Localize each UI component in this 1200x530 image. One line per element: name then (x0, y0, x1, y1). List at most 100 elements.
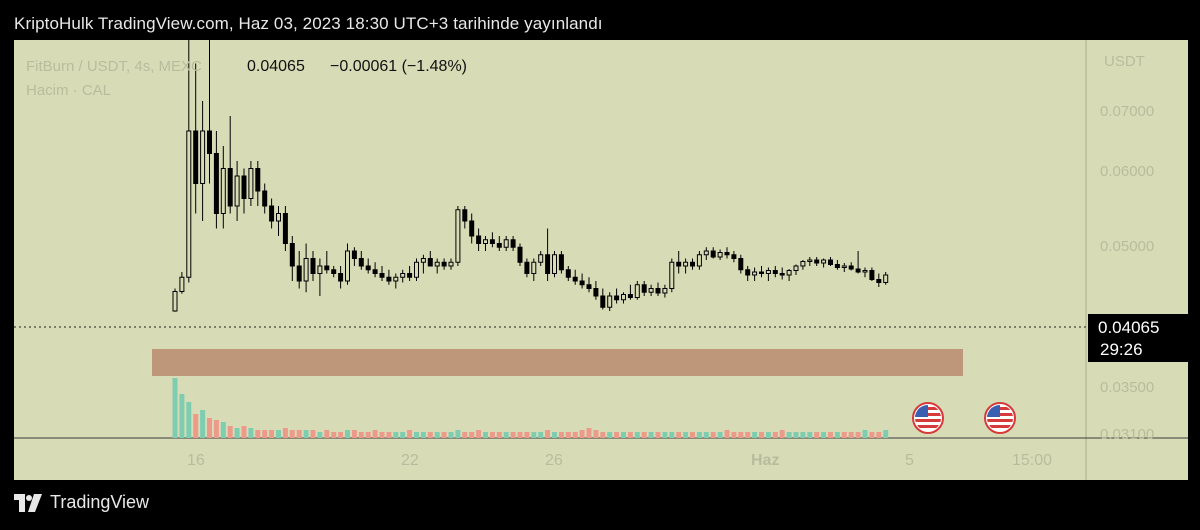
candle-body (248, 168, 254, 199)
volume-bar (621, 432, 626, 438)
candle-body (745, 269, 751, 276)
candle-body (662, 288, 668, 294)
candle-body (779, 273, 785, 276)
candle-body (193, 130, 199, 184)
tradingview-brand[interactable]: TradingView (14, 492, 149, 513)
candle-body (862, 270, 868, 273)
us-flag-icon[interactable] (912, 402, 944, 434)
volume-bar (455, 430, 461, 438)
volume-bar (469, 432, 475, 438)
legend-indicator: Hacim · CAL (26, 82, 111, 99)
candle-body (455, 209, 461, 263)
chart-canvas[interactable]: FitBurn / USDT, 4s, MEXC 0.04065 −0.0006… (14, 40, 1188, 480)
candle-body (379, 273, 385, 278)
candle-body (345, 250, 350, 282)
chart-panel[interactable]: FitBurn / USDT, 4s, MEXC 0.04065 −0.0006… (14, 40, 1188, 480)
candle-body (483, 239, 488, 244)
candle-body (393, 276, 399, 282)
volume-bar (703, 432, 709, 438)
candle-body (531, 261, 537, 274)
price-tick: 0.06000 (1100, 163, 1154, 180)
volume-bar (172, 378, 178, 438)
candle-body (179, 276, 185, 292)
candle-body (282, 213, 288, 244)
volume-bar (241, 426, 247, 438)
candle-body (469, 220, 475, 237)
volume-bar (496, 432, 502, 438)
volume-bar (814, 432, 820, 438)
volume-bar (800, 432, 806, 438)
volume-bar (324, 430, 330, 438)
candle-body (724, 252, 730, 256)
candle-body (365, 265, 371, 271)
candle-body (772, 270, 778, 274)
volume-bar (379, 432, 385, 438)
candle-body (848, 265, 854, 270)
candle-body (634, 284, 640, 298)
volume-bar (269, 430, 275, 438)
volume-bar (545, 430, 551, 438)
candle-body (400, 273, 406, 278)
price-tick: 0.07000 (1100, 103, 1154, 120)
volume-bar (848, 432, 854, 438)
candle-body (855, 268, 861, 273)
volume-bar (538, 432, 544, 438)
candle-body (545, 254, 551, 274)
volume-bar (503, 432, 509, 438)
candle-body (586, 284, 592, 289)
volume-bar (524, 432, 530, 438)
candle-body (683, 261, 689, 267)
volume-bar (876, 432, 882, 438)
candle-body (476, 235, 482, 244)
volume-bar (855, 432, 861, 438)
candle-body (186, 130, 192, 278)
candle-body (669, 261, 675, 289)
candle-body (427, 258, 433, 267)
legend-change: −0.00061 (−1.48%) (330, 58, 467, 75)
candle-body (503, 239, 509, 248)
volume-bar (558, 432, 564, 438)
candle-body (876, 279, 882, 283)
candle-body (489, 239, 495, 244)
candle-body (234, 175, 240, 207)
volume-bar (759, 432, 764, 438)
support-zone[interactable] (152, 349, 963, 376)
volume-bar (600, 432, 606, 438)
volume-bar (282, 428, 288, 438)
candle-body (807, 259, 813, 262)
candle-body (786, 270, 792, 276)
us-flag-icon[interactable] (984, 402, 1016, 434)
candle-body (317, 265, 323, 274)
candle-body (496, 243, 502, 248)
volume-bar (310, 430, 316, 438)
candle-body (407, 273, 413, 278)
volume-bar (338, 432, 344, 438)
candle-body (828, 259, 833, 265)
volume-bar (807, 432, 813, 438)
volume-bar (262, 430, 268, 438)
price-tick: 0.05000 (1100, 238, 1154, 255)
volume-bar (738, 432, 744, 438)
volume-bar (572, 432, 578, 438)
candle-body (655, 288, 661, 294)
price-tick: 0.03500 (1100, 379, 1154, 396)
volume-bar (296, 430, 302, 438)
candle-body (372, 269, 378, 274)
candle-body (703, 250, 709, 256)
candle-body (227, 168, 233, 207)
candle-body (883, 274, 889, 283)
candle-body (434, 261, 440, 267)
volume-bar (607, 432, 613, 438)
volume-bar (386, 432, 392, 438)
candle-body (759, 271, 764, 274)
volume-bar (255, 430, 261, 438)
volume-bar (752, 432, 758, 438)
volume-bar (531, 432, 537, 438)
volume-bar (862, 430, 868, 438)
candle-body (414, 261, 419, 278)
candle-body (565, 269, 571, 278)
candle-body (765, 270, 771, 274)
candle-body (614, 295, 620, 301)
volume-bar (834, 432, 840, 438)
volume-bar (441, 432, 447, 438)
